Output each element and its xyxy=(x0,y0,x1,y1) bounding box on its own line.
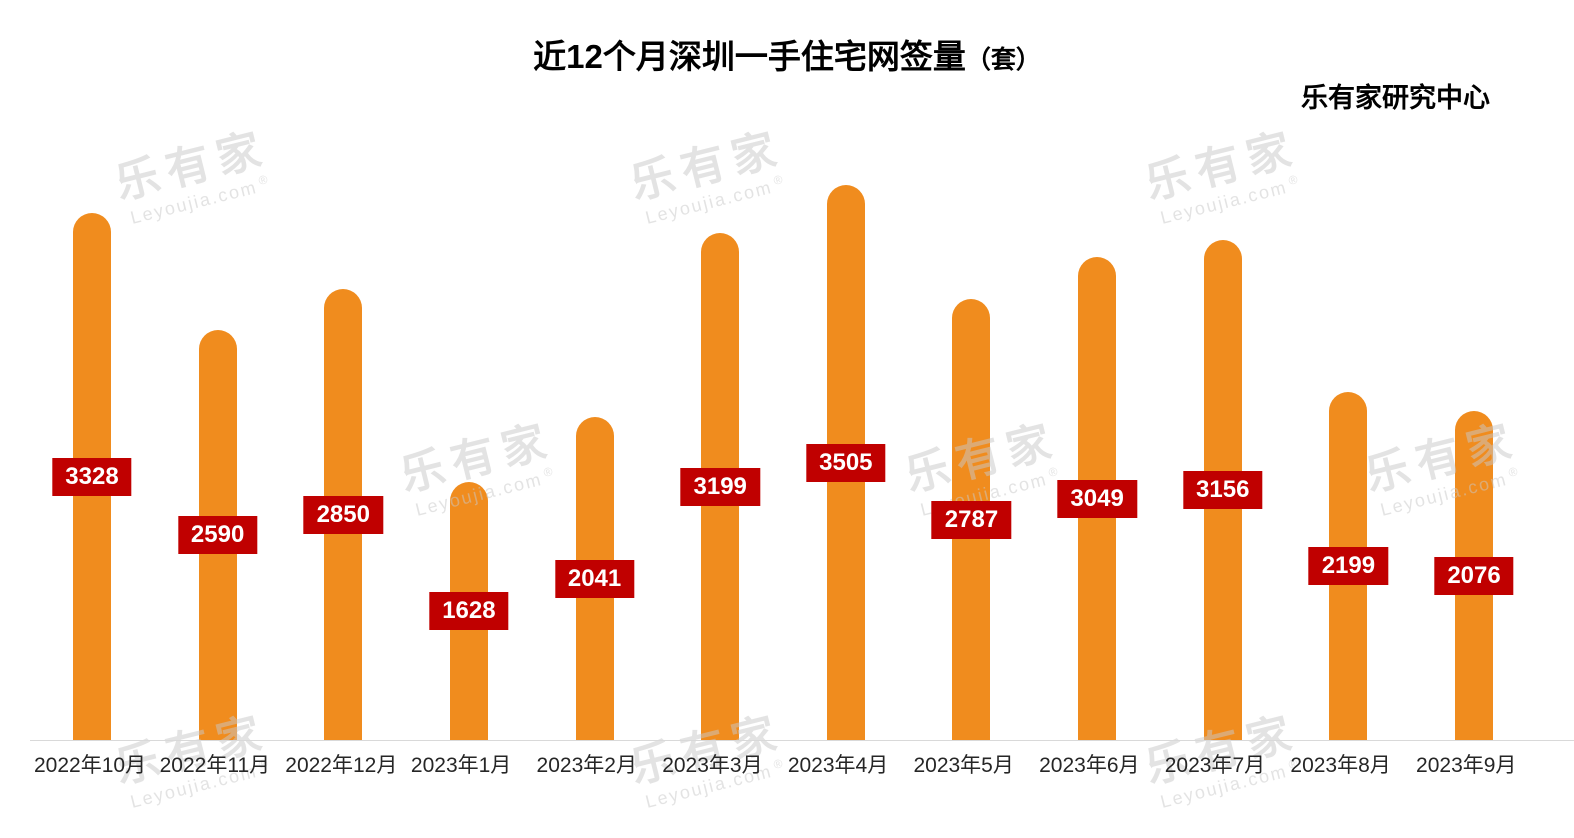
bar-value-label: 1628 xyxy=(429,592,509,630)
bar-value-label: 2076 xyxy=(1434,556,1514,595)
chart-title: 近12个月深圳一手住宅网签量（套） xyxy=(0,30,1574,78)
bar-value-label: 2199 xyxy=(1308,547,1389,585)
x-axis-label: 2023年8月 xyxy=(1290,754,1391,777)
chart-title-text: 近12个月深圳一手住宅网签量 xyxy=(533,38,966,75)
chart-title-unit: （套） xyxy=(965,46,1041,74)
x-axis-label: 2023年2月 xyxy=(536,754,637,777)
x-axis-label: 2023年6月 xyxy=(1039,754,1140,777)
source-label: 乐有家研究中心 xyxy=(1301,83,1490,113)
x-axis-label: 2022年10月 xyxy=(34,754,147,777)
x-axis-label: 2023年1月 xyxy=(410,754,512,777)
x-axis-label: 2023年5月 xyxy=(913,754,1014,777)
bar-value-label: 2787 xyxy=(931,500,1012,539)
bar-value-label: 2590 xyxy=(177,516,258,554)
x-axis-label: 2023年3月 xyxy=(662,754,763,777)
bar-value-label: 3505 xyxy=(806,443,886,482)
x-axis-label: 2023年4月 xyxy=(787,754,889,777)
bar-value-label: 3328 xyxy=(52,457,132,496)
x-axis-label: 2022年11月 xyxy=(159,754,271,777)
bar-value-label: 2850 xyxy=(303,495,383,534)
x-axis-label: 2023年9月 xyxy=(1416,754,1517,777)
x-axis-label: 2023年7月 xyxy=(1164,754,1266,777)
x-axis-label: 2022年12月 xyxy=(285,754,398,777)
bar-value-label: 3049 xyxy=(1057,479,1137,518)
bar-value-label: 3156 xyxy=(1183,471,1263,509)
bar-value-label: 3199 xyxy=(680,467,760,506)
bar-value-label: 2041 xyxy=(554,559,635,598)
x-axis-line xyxy=(30,740,1574,741)
